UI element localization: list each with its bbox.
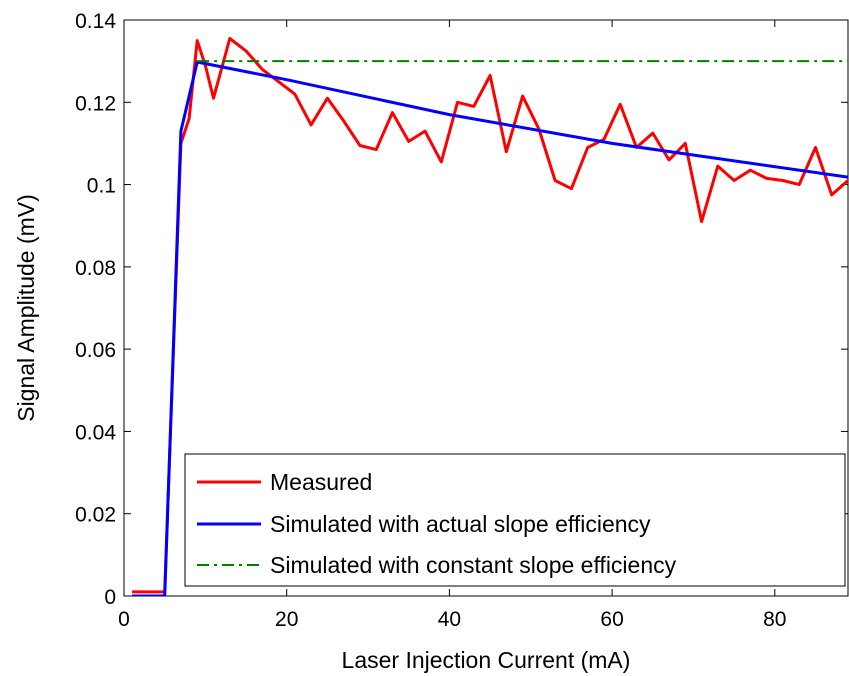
y-tick-label: 0.02 [75,504,116,527]
series-layer [132,37,848,596]
y-axis-title: Signal Amplitude (mV) [13,194,39,422]
y-tick-label: 0 [104,586,116,609]
y-axis-ticks: 0 0.02 0.04 0.06 0.08 0.1 0.12 0.14 [75,10,848,609]
legend-label-2: Simulated with actual slope efficiency [270,511,651,537]
legend-label-3: Simulated with constant slope efficiency [270,552,677,578]
legend: Measured Simulated with actual slope effi… [184,453,846,587]
y-tick-label: 0.1 [87,175,116,198]
legend-box [184,453,846,587]
y-tick-label: 0.08 [75,257,116,280]
x-tick-label: 80 [763,608,786,631]
x-axis-ticks: 0 20 40 60 80 [118,20,786,631]
series-line-1 [132,37,848,594]
x-tick-label: 40 [438,608,461,631]
series-line-2 [132,60,848,596]
legend-label-1: Measured [270,469,372,495]
y-tick-label: 0.14 [75,10,116,33]
y-tick-label: 0.12 [75,92,116,115]
x-tick-label: 60 [600,608,623,631]
x-tick-label: 0 [118,608,130,631]
x-axis-title: Laser Injection Current (mA) [342,647,631,673]
y-tick-label: 0.06 [75,339,116,362]
x-tick-label: 20 [275,608,298,631]
y-tick-label: 0.04 [75,421,116,444]
